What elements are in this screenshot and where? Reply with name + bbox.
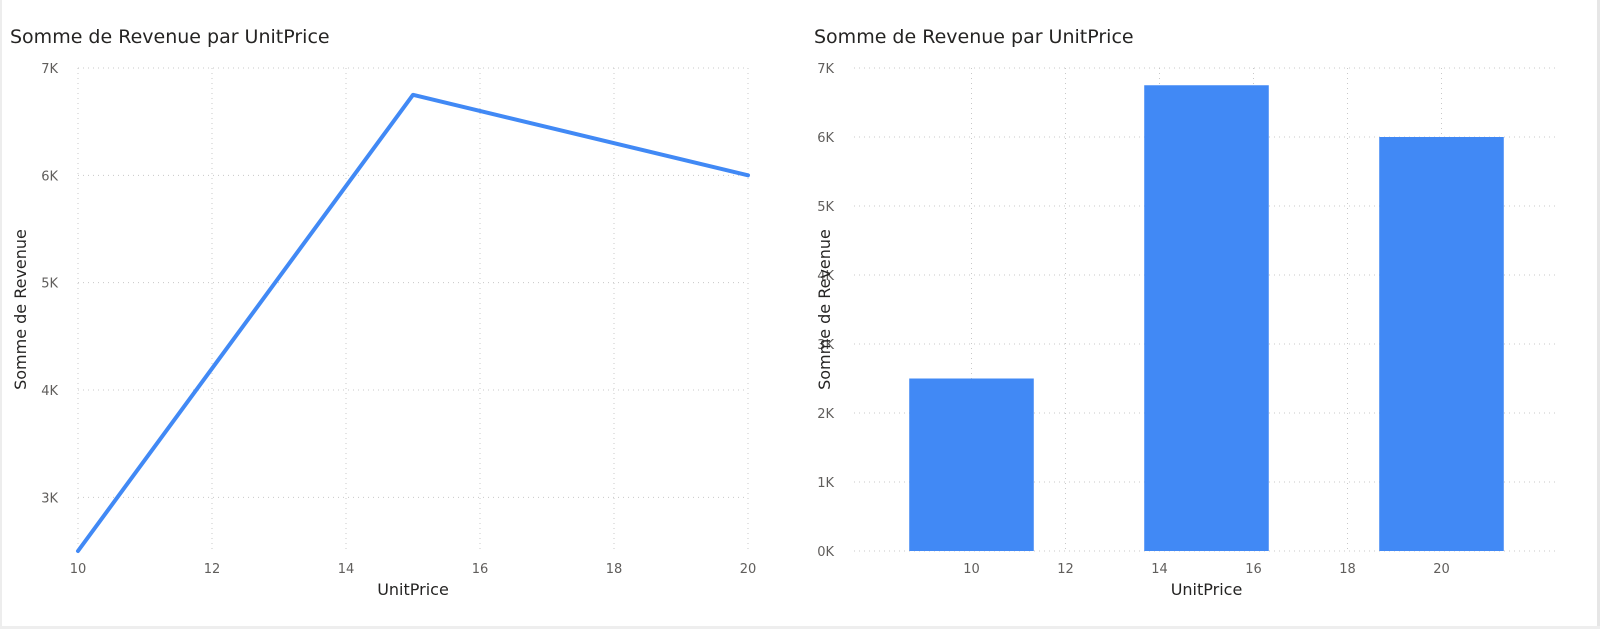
y-tick-label: 5K bbox=[41, 277, 58, 292]
column-chart-visual[interactable]: Somme de Revenue par UnitPrice 0K 1K 2K 3K 4… bbox=[806, 0, 1596, 626]
column-bar[interactable] bbox=[1144, 85, 1269, 551]
visual-title: Somme de Revenue par UnitPrice bbox=[10, 26, 330, 48]
data-point[interactable] bbox=[742, 169, 754, 181]
x-tick-label: 16 bbox=[1245, 562, 1262, 577]
x-tick-label: 18 bbox=[1339, 562, 1356, 577]
x-tick-label: 10 bbox=[70, 562, 87, 577]
column-chart-plot[interactable]: 0K 1K 2K 3K 4K 5K 6K 7K 10 12 14 16 18 20 UnitPrice Som… bbox=[806, 0, 1596, 626]
x-tick-label: 12 bbox=[1057, 562, 1074, 577]
y-tick-label: 3K bbox=[817, 338, 834, 353]
y-tick-label: 2K bbox=[817, 407, 834, 422]
y-tick-label: 7K bbox=[41, 62, 58, 77]
column-bar[interactable] bbox=[909, 378, 1034, 552]
x-tick-label: 14 bbox=[1151, 562, 1168, 577]
x-tick-label: 14 bbox=[338, 562, 355, 577]
x-axis-title: UnitPrice bbox=[377, 580, 449, 599]
y-tick-label: 4K bbox=[41, 384, 58, 399]
canvas-bottom-edge bbox=[0, 626, 1600, 629]
x-tick-label: 18 bbox=[606, 562, 623, 577]
line-chart-visual[interactable]: Somme de Revenue par UnitPrice 3K 4K 5K 6K 7… bbox=[2, 0, 792, 626]
x-tick-label: 16 bbox=[472, 562, 489, 577]
canvas-right-edge bbox=[1597, 0, 1600, 629]
column-bar[interactable] bbox=[1379, 137, 1504, 551]
y-tick-label: 3K bbox=[41, 491, 58, 506]
x-tick-label: 20 bbox=[740, 562, 757, 577]
data-point[interactable] bbox=[72, 545, 84, 557]
x-axis-title: UnitPrice bbox=[1171, 580, 1243, 599]
x-tick-label: 10 bbox=[963, 562, 980, 577]
data-point[interactable] bbox=[407, 89, 419, 101]
y-axis-title: Somme de Revenue bbox=[815, 229, 834, 390]
y-tick-label: 7K bbox=[817, 62, 834, 77]
y-tick-label: 5K bbox=[817, 200, 834, 215]
y-tick-label: 6K bbox=[41, 169, 58, 184]
x-tick-label: 20 bbox=[1433, 562, 1450, 577]
y-tick-label: 0K bbox=[817, 545, 834, 560]
y-tick-label: 4K bbox=[817, 269, 834, 284]
canvas-left-edge bbox=[0, 0, 2, 629]
y-tick-label: 1K bbox=[817, 476, 834, 491]
y-axis-title: Somme de Revenue bbox=[11, 229, 30, 390]
line-chart-plot[interactable]: 3K 4K 5K 6K 7K 10 12 14 16 18 20 UnitPrice Somme de … bbox=[2, 0, 792, 626]
series-line[interactable] bbox=[76, 92, 750, 553]
y-tick-label: 6K bbox=[817, 131, 834, 146]
visual-title: Somme de Revenue par UnitPrice bbox=[814, 26, 1134, 48]
x-tick-label: 12 bbox=[204, 562, 221, 577]
